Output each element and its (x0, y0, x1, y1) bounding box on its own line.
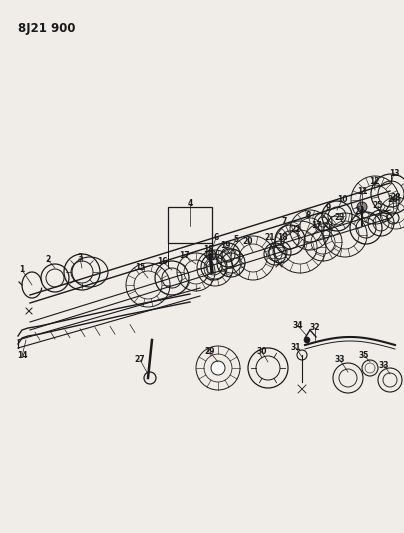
Circle shape (211, 361, 225, 375)
Text: 12: 12 (369, 177, 379, 187)
Text: 22: 22 (291, 225, 301, 235)
Text: 1: 1 (19, 265, 25, 274)
Text: 10: 10 (337, 196, 347, 205)
Text: 4: 4 (187, 199, 193, 208)
Text: 8J21 900: 8J21 900 (18, 22, 76, 35)
Text: 27: 27 (135, 356, 145, 365)
Text: 30: 30 (257, 348, 267, 357)
Text: 34: 34 (293, 321, 303, 330)
Text: 16: 16 (157, 256, 167, 265)
Text: 20: 20 (243, 238, 253, 246)
Text: 23: 23 (335, 214, 345, 222)
Text: 13: 13 (389, 168, 399, 177)
Text: 18: 18 (203, 246, 213, 254)
Circle shape (304, 337, 310, 343)
Text: 33: 33 (335, 356, 345, 365)
Text: 19: 19 (220, 241, 230, 251)
Text: 21: 21 (265, 232, 275, 241)
Text: 35: 35 (359, 351, 369, 359)
Text: 3: 3 (78, 254, 83, 262)
Text: 32: 32 (310, 324, 320, 333)
Text: 17: 17 (311, 221, 321, 230)
Text: 2: 2 (45, 255, 50, 264)
Text: 7: 7 (281, 217, 287, 227)
Text: 14: 14 (17, 351, 27, 360)
Text: 6: 6 (213, 233, 219, 243)
Text: 15: 15 (135, 263, 145, 272)
Text: 29: 29 (205, 348, 215, 357)
Text: 24: 24 (355, 207, 365, 216)
Text: 11: 11 (357, 188, 367, 197)
Text: 9: 9 (325, 204, 330, 213)
Text: 33: 33 (379, 360, 389, 369)
Text: 5: 5 (234, 236, 239, 245)
Text: 31: 31 (291, 343, 301, 352)
Text: 8: 8 (305, 211, 311, 220)
Text: 26: 26 (388, 196, 398, 205)
Text: 18: 18 (277, 232, 287, 241)
Text: 25: 25 (373, 201, 383, 211)
Circle shape (206, 250, 216, 260)
Text: 28: 28 (391, 193, 401, 203)
Bar (168, 207, 212, 243)
Text: 17: 17 (179, 251, 189, 260)
Circle shape (357, 202, 367, 212)
